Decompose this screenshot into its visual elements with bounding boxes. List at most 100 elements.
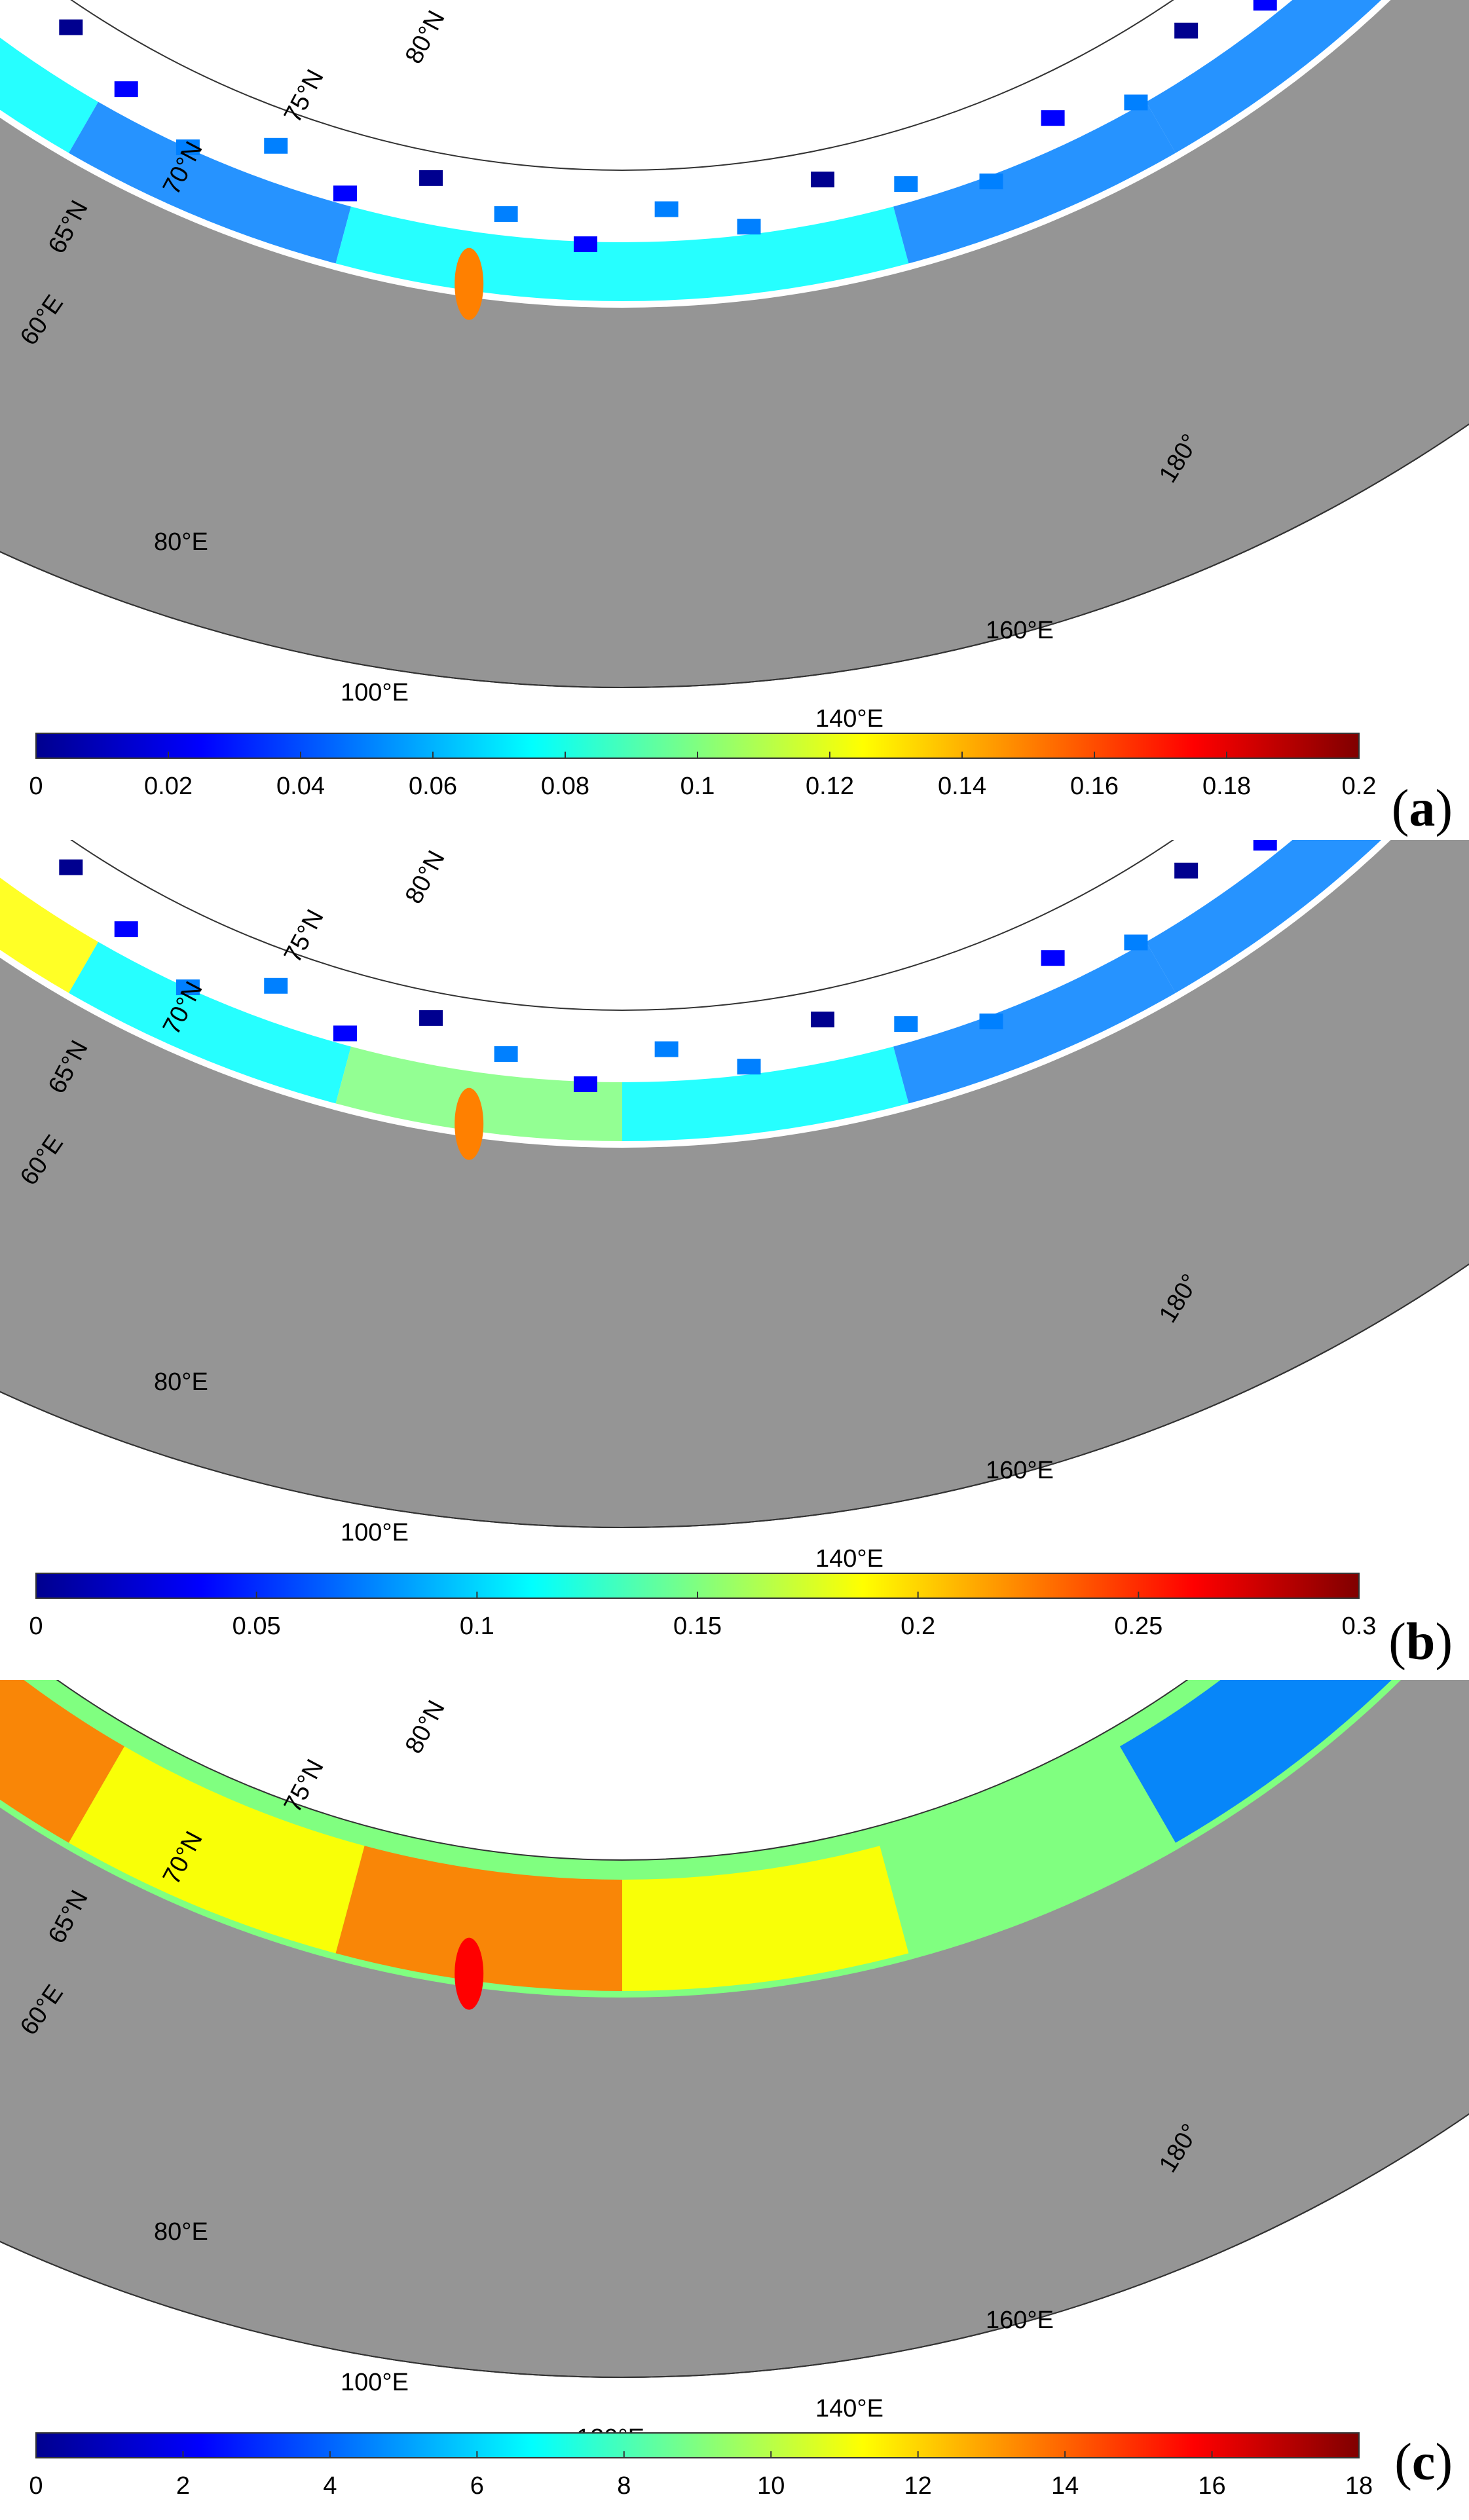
- data-cell: [654, 201, 679, 217]
- colorbar-tick-label: 0.06: [409, 773, 457, 800]
- longitude-label: 100°E: [341, 1519, 409, 1546]
- data-patch: [622, 1846, 909, 1991]
- data-cell: [894, 1016, 918, 1032]
- longitude-label: 140°E: [815, 1545, 883, 1573]
- latitude-label: 75°N: [279, 905, 329, 968]
- longitude-label: 100°E: [341, 2369, 409, 2396]
- data-cell: [176, 139, 200, 156]
- colorbar-tick-label: 18: [1345, 2472, 1373, 2500]
- data-cell: [333, 185, 357, 202]
- latitude-label: 80°N: [400, 847, 451, 909]
- data-patch: [1120, 1680, 1392, 1843]
- polar-map: 65°N70°N75°N80°N60°E80°E100°E120°E140°E1…: [0, 0, 1469, 800]
- data-cell: [574, 236, 598, 253]
- colorbar-tick-label: 0.12: [806, 773, 854, 800]
- longitude-label: 100°E: [341, 679, 409, 706]
- data-cell: [494, 206, 518, 222]
- data-cell: [737, 219, 761, 235]
- data-cell: [176, 979, 200, 996]
- data-cell: [737, 1059, 761, 1075]
- colorbar-tick-label: 0.02: [144, 773, 193, 800]
- data-cell: [333, 1025, 357, 1042]
- map-frame: [0, 1680, 1469, 2378]
- data-patch: [69, 941, 351, 1104]
- colorbar-tick-label: 6: [470, 2472, 484, 2500]
- panel-label: (a): [1391, 780, 1453, 837]
- latitude-label: 80°N: [400, 7, 451, 69]
- colorbar-tick-label: 0.1: [460, 1613, 494, 1640]
- data-cell: [1253, 0, 1277, 11]
- data-cell: [894, 176, 918, 192]
- data-patch: [0, 1680, 124, 1843]
- longitude-label: 140°E: [815, 705, 883, 733]
- data-cell: [811, 1012, 835, 1028]
- data-cell: [114, 921, 138, 938]
- longitude-label: 80°E: [154, 528, 208, 556]
- longitude-label: 160°E: [986, 617, 1054, 644]
- longitude-label: 140°E: [815, 2395, 883, 2422]
- data-patch: [1146, 840, 1381, 993]
- colorbar-tick-label: 4: [323, 2472, 337, 2500]
- data-patch: [622, 206, 909, 301]
- hotspot: [455, 1937, 484, 2010]
- longitude-label: 160°E: [986, 2307, 1054, 2334]
- colorbar-tick-label: 0.16: [1070, 773, 1119, 800]
- colorbar-tick-label: 0.1: [680, 773, 715, 800]
- data-patch: [622, 1046, 909, 1141]
- data-cell: [59, 19, 83, 35]
- data-cell: [654, 1041, 679, 1057]
- longitude-label: 80°E: [154, 2218, 208, 2246]
- colorbar-tick-label: 0: [29, 773, 43, 800]
- latitude-label: 75°N: [279, 1755, 329, 1817]
- latitude-label: 75°N: [279, 65, 329, 128]
- longitude-label: 80°E: [154, 1368, 208, 1396]
- data-cell: [1041, 110, 1065, 126]
- colorbar-tick-label: 0.05: [232, 1613, 281, 1640]
- colorbar-tick-label: 10: [757, 2472, 785, 2500]
- data-patch: [0, 877, 98, 993]
- colorbar-tick-label: 14: [1051, 2472, 1079, 2500]
- colorbar-tick-label: 0.18: [1202, 773, 1251, 800]
- colorbar-tick-label: 0.04: [276, 773, 325, 800]
- data-cell: [59, 859, 83, 875]
- data-cell: [1174, 22, 1199, 39]
- colorbar-tick-label: 0.3: [1342, 1613, 1377, 1640]
- data-cell: [979, 173, 1003, 190]
- colorbar-tick-label: 0.14: [938, 773, 986, 800]
- data-cell: [1253, 840, 1277, 851]
- data-cell: [419, 1010, 443, 1026]
- data-cell: [979, 1013, 1003, 1030]
- data-cell: [264, 137, 288, 154]
- colorbar-tick-label: 16: [1198, 2472, 1225, 2500]
- panel-label: (b): [1388, 1613, 1453, 1671]
- map-frame: [0, 840, 1469, 1528]
- colorbar-tick-label: 0.2: [1342, 773, 1377, 800]
- data-patch: [880, 1746, 1176, 1954]
- data-cell: [494, 1046, 518, 1062]
- data-patch: [893, 101, 1176, 264]
- hotspot: [455, 247, 484, 320]
- colorbar-tick-label: 12: [904, 2472, 932, 2500]
- hotspot: [455, 1087, 484, 1160]
- map-panel-a: 65°N70°N75°N80°N60°E80°E100°E120°E140°E1…: [0, 0, 1469, 840]
- data-cell: [574, 1076, 598, 1093]
- colorbar-tick-label: 0: [29, 1613, 43, 1640]
- data-patch: [893, 941, 1176, 1104]
- data-cell: [811, 172, 835, 188]
- map-panel-c: 65°N70°N75°N80°N60°E80°E100°E120°E140°E1…: [0, 1680, 1469, 2520]
- colorbar-tick-label: 0.25: [1114, 1613, 1162, 1640]
- data-cell: [1041, 950, 1065, 966]
- data-patch: [69, 1746, 365, 1954]
- data-patch: [335, 206, 622, 301]
- map-frame: [0, 0, 1469, 688]
- colorbar-tick-label: 0.08: [541, 773, 589, 800]
- data-patch: [335, 1846, 622, 1991]
- colorbar-tick-label: 0.15: [673, 1613, 722, 1640]
- polar-map: 65°N70°N75°N80°N60°E80°E100°E120°E140°E1…: [0, 1680, 1469, 2500]
- data-patch: [69, 101, 351, 264]
- longitude-label: 160°E: [986, 1457, 1054, 1484]
- colorbar-tick-label: 8: [617, 2472, 631, 2500]
- map-panel-b: 65°N70°N75°N80°N60°E80°E100°E120°E140°E1…: [0, 840, 1469, 1680]
- data-cell: [264, 977, 288, 994]
- colorbar-tick-label: 0: [29, 2472, 43, 2500]
